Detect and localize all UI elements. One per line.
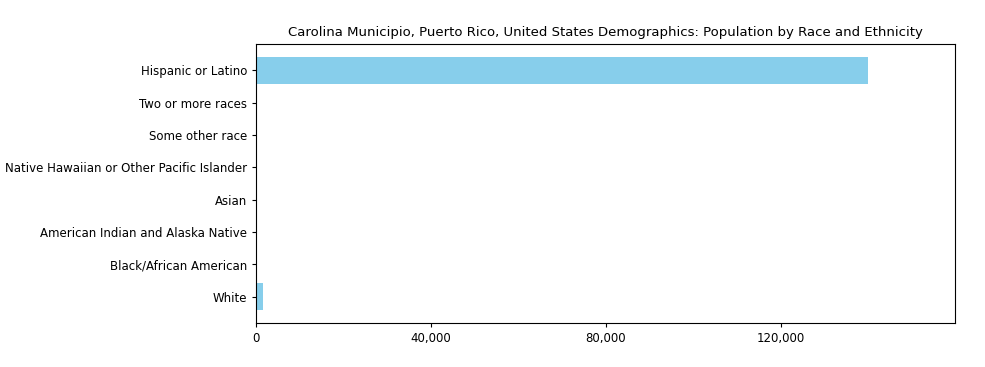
Bar [256,57,868,84]
Bar [256,283,263,310]
Title: Carolina Municipio, Puerto Rico, United States Demographics: Population by Race : Carolina Municipio, Puerto Rico, United … [289,26,923,39]
